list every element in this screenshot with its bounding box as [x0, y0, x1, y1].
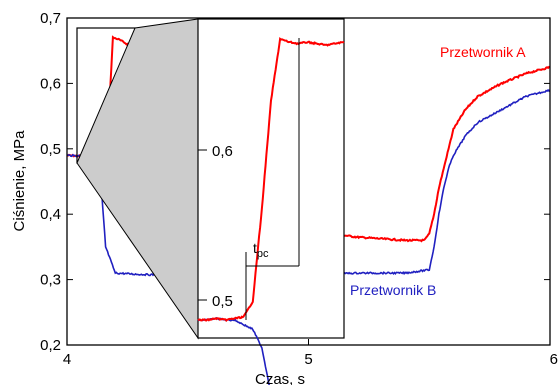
x-axis-title: Czas, s [255, 371, 305, 385]
y-tick-label: 0,3 [40, 272, 61, 289]
series-a-label: Przetwornik A [440, 44, 526, 60]
tpc-label: tpc [253, 240, 269, 260]
x-tick-label: 5 [304, 351, 312, 368]
zoom-projection [76, 18, 199, 340]
series-b-label: Przetwornik B [350, 282, 436, 298]
y-tick-label: 0,6 [40, 75, 61, 92]
inset-series-group [197, 37, 345, 385]
y-axis-title: Ciśnienie, MPa [11, 130, 28, 232]
y-tick-label: 0,5 [40, 141, 61, 158]
y-tick-label: 0,4 [40, 206, 61, 223]
inset-frame [197, 18, 345, 339]
inset-line-a [197, 37, 345, 322]
axis-ticks: 0,2 0,3 0,4 0,5 0,6 0,7 4 5 6 [40, 10, 558, 368]
x-tick-label: 6 [550, 351, 558, 368]
y-tick-label: 0,2 [40, 337, 61, 354]
x-tick-label: 4 [63, 351, 71, 368]
inset-tick-label-06: 0,6 [212, 143, 233, 160]
y-tick-label: 0,7 [40, 10, 61, 27]
inset-tick-label-05: 0,5 [212, 293, 233, 310]
